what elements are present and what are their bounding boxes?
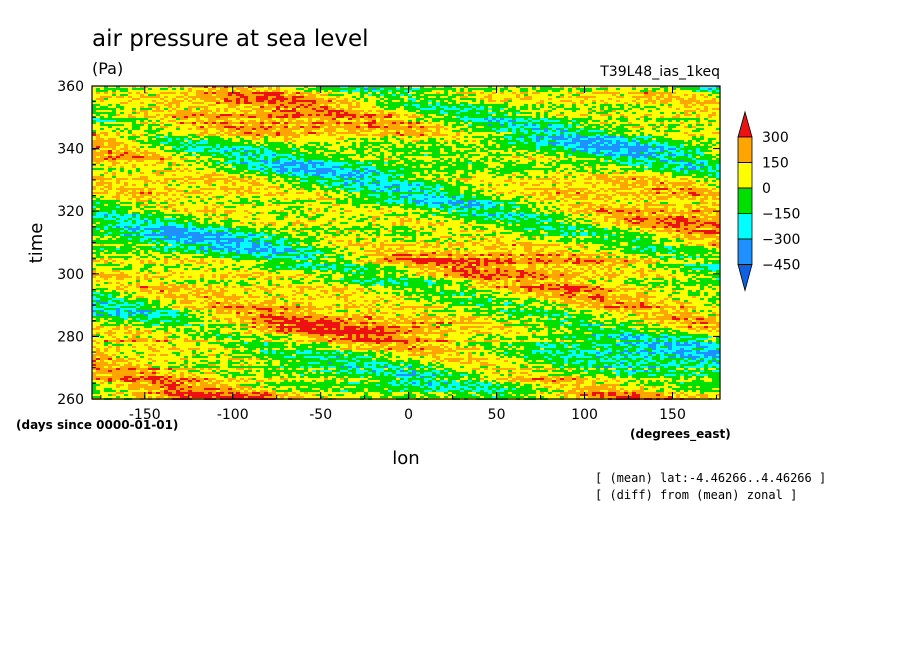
colorbar-label: −450 <box>762 258 800 274</box>
y-tick-label: 360 <box>57 79 84 95</box>
colorbar: 300 150 0 −150 −300 −450 <box>737 110 800 293</box>
colorbar-swatch <box>737 238 753 265</box>
chart-title: air pressure at sea level <box>92 26 369 52</box>
annotation-lat-mean: [ (mean) lat:-4.46266..4.46266 ] <box>595 471 826 485</box>
x-tick-label: -50 <box>309 407 332 423</box>
x-tick-label: 50 <box>488 407 506 423</box>
colorbar-swatch <box>737 213 753 240</box>
colorbar-label: 300 <box>762 130 789 146</box>
y-tick-label: 340 <box>57 142 84 158</box>
heatmap-field <box>92 86 720 400</box>
colorbar-arrow-bottom <box>737 264 753 293</box>
colorbar-swatch <box>737 187 753 214</box>
colorbar-label: 150 <box>762 156 789 172</box>
y-axis-units: (days since 0000-01-01) <box>16 418 178 432</box>
colorbar-arrow-top <box>737 110 753 138</box>
y-tick-label: 300 <box>57 267 84 283</box>
experiment-label: T39L48_ias_1keq <box>599 64 720 80</box>
x-tick-label: 0 <box>404 407 413 423</box>
colorbar-swatch <box>737 162 753 189</box>
x-axis-label: lon <box>392 448 419 469</box>
y-axis: 260 280 300 320 340 360 <box>57 79 720 408</box>
colorbar-swatch <box>737 136 753 163</box>
y-tick-label: 320 <box>57 204 84 220</box>
x-tick-label: -100 <box>217 407 249 423</box>
y-axis-label: time <box>26 223 47 264</box>
colorbar-label: −150 <box>762 207 800 223</box>
units-label: (Pa) <box>92 59 123 78</box>
y-tick-label: 280 <box>57 329 84 345</box>
colorbar-label: −300 <box>762 232 800 248</box>
annotation-zonal-diff: [ (diff) from (mean) zonal ] <box>595 488 797 502</box>
x-tick-label: 100 <box>571 407 598 423</box>
colorbar-label: 0 <box>762 181 771 197</box>
y-tick-label: 260 <box>57 392 84 408</box>
x-tick-label: -150 <box>129 407 161 423</box>
x-axis: -150 -100 -50 0 50 100 150 <box>100 86 717 423</box>
x-tick-label: 150 <box>659 407 686 423</box>
x-axis-units: (degrees_east) <box>630 427 731 442</box>
